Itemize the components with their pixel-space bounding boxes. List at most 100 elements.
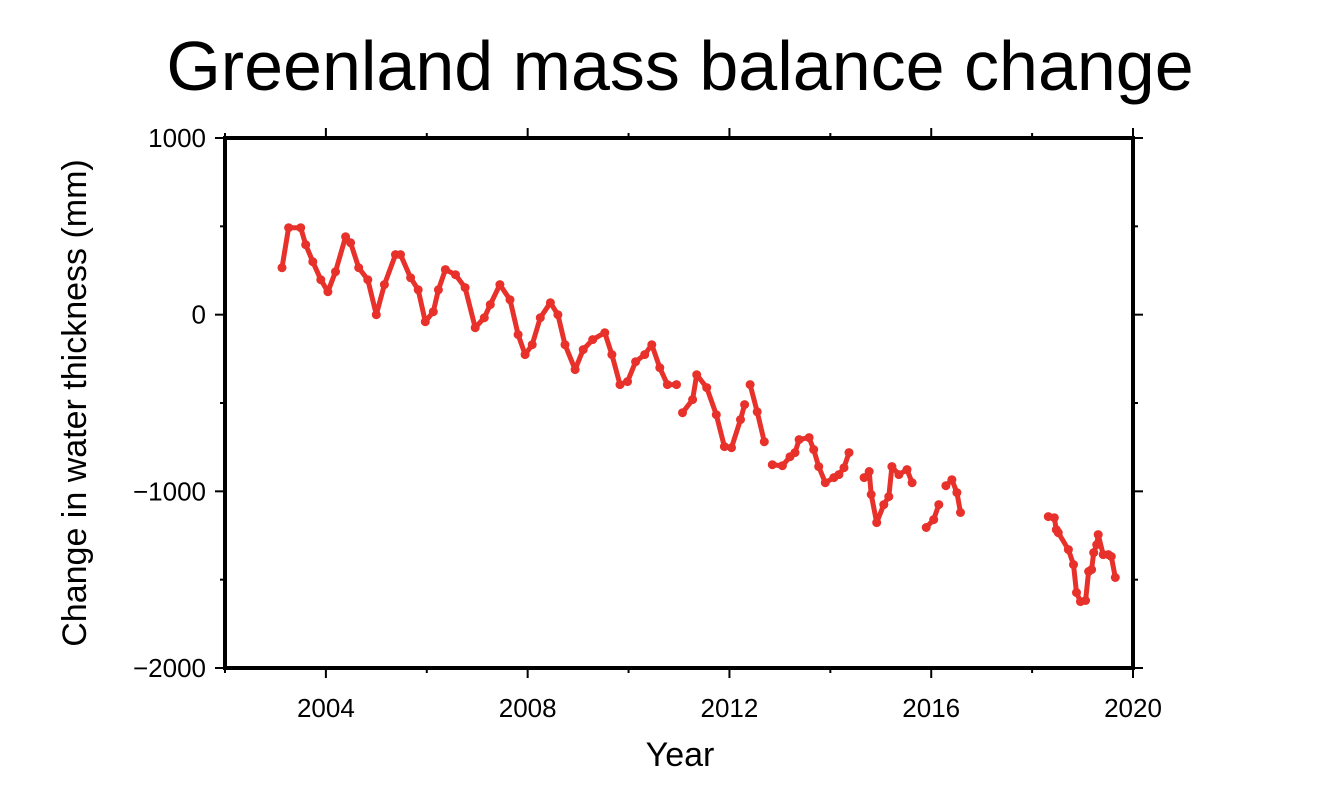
data-point <box>752 407 762 417</box>
data-point <box>727 443 736 453</box>
y-axis-title: Change in water thickness (mm) <box>56 159 94 647</box>
data-point <box>820 478 830 488</box>
data-point <box>859 473 869 483</box>
data-point <box>623 377 632 387</box>
data-point <box>952 488 962 498</box>
data-point <box>485 300 495 310</box>
y-tick-label: −1000 <box>133 476 206 506</box>
data-point <box>740 400 750 410</box>
data-point <box>692 370 702 380</box>
data-point <box>1089 548 1099 558</box>
x-tick-label: 2004 <box>297 693 355 723</box>
data-point <box>907 478 917 488</box>
data-point <box>844 448 854 458</box>
data-point <box>1087 565 1097 575</box>
data-point <box>688 395 698 405</box>
data-point <box>839 463 849 473</box>
y-tick-label: 0 <box>192 300 206 330</box>
plot-frame <box>223 136 1135 670</box>
data-point <box>1093 530 1103 540</box>
data-point <box>947 475 957 485</box>
x-axis-title: Year <box>646 736 715 774</box>
data-point <box>1069 560 1078 570</box>
data-point <box>600 328 610 338</box>
chart-title: Greenland mass balance change <box>166 27 1193 105</box>
data-point <box>745 380 755 390</box>
data-point <box>296 223 306 233</box>
y-tick-label: 1000 <box>148 123 206 153</box>
data-point <box>929 515 939 525</box>
data-point <box>640 350 650 360</box>
data-point <box>767 460 777 470</box>
data-point <box>879 500 889 510</box>
data-point <box>553 310 563 320</box>
x-tick-label: 2016 <box>902 693 960 723</box>
data-point <box>834 470 844 480</box>
data-point <box>331 267 340 277</box>
series-line-segment <box>861 464 915 526</box>
data-point <box>759 437 769 447</box>
data-point <box>894 470 904 480</box>
data-point <box>346 238 356 248</box>
x-tick-label: 2012 <box>701 693 759 723</box>
data-point <box>956 508 965 517</box>
y-tick-label: −2000 <box>133 653 206 683</box>
data-point <box>678 408 687 418</box>
data-point <box>406 273 416 283</box>
data-point <box>794 435 804 445</box>
data-point <box>1081 596 1091 605</box>
data-point <box>495 280 505 290</box>
series-line-segment <box>279 225 679 388</box>
data-point <box>662 380 672 390</box>
data-point <box>428 307 438 317</box>
data-point <box>588 335 598 345</box>
data-point <box>1063 545 1073 555</box>
data-point <box>809 445 819 455</box>
data-series <box>277 223 1120 607</box>
data-point <box>934 500 944 510</box>
data-point <box>363 275 373 285</box>
data-point <box>607 350 617 360</box>
data-point <box>451 270 460 280</box>
data-point <box>884 492 894 502</box>
data-point <box>413 285 423 295</box>
data-point <box>513 330 523 340</box>
data-point <box>433 285 443 295</box>
data-point <box>440 265 450 275</box>
data-point <box>520 350 530 360</box>
data-point <box>535 313 545 323</box>
data-point <box>420 317 430 327</box>
data-point <box>396 250 405 260</box>
data-point <box>570 365 580 375</box>
data-point <box>814 462 824 472</box>
data-point <box>470 323 480 333</box>
data-point <box>647 340 657 350</box>
data-point <box>902 465 912 475</box>
data-point <box>631 357 641 367</box>
data-point <box>379 280 389 290</box>
data-point <box>804 433 814 443</box>
data-point <box>578 345 588 355</box>
data-point <box>921 523 931 532</box>
data-point <box>1049 513 1059 523</box>
x-tick-label: 2020 <box>1104 693 1162 723</box>
data-point <box>277 263 287 273</box>
data-point <box>790 448 800 458</box>
data-point <box>284 223 294 233</box>
data-point <box>341 232 351 242</box>
data-point <box>1053 528 1063 538</box>
data-point <box>1092 540 1102 550</box>
data-point <box>777 461 787 471</box>
data-point <box>1072 588 1081 598</box>
data-point <box>941 481 951 491</box>
data-point <box>1106 552 1116 561</box>
axis-ticks: 2004 2008 2012 2016 2020 1000 0 −1000 −2000 <box>133 123 1162 723</box>
data-point <box>672 380 681 390</box>
data-point <box>527 340 537 350</box>
data-point <box>702 383 712 393</box>
data-point <box>316 275 326 285</box>
data-point <box>323 287 333 297</box>
data-point <box>1110 573 1120 582</box>
data-point <box>354 263 364 273</box>
